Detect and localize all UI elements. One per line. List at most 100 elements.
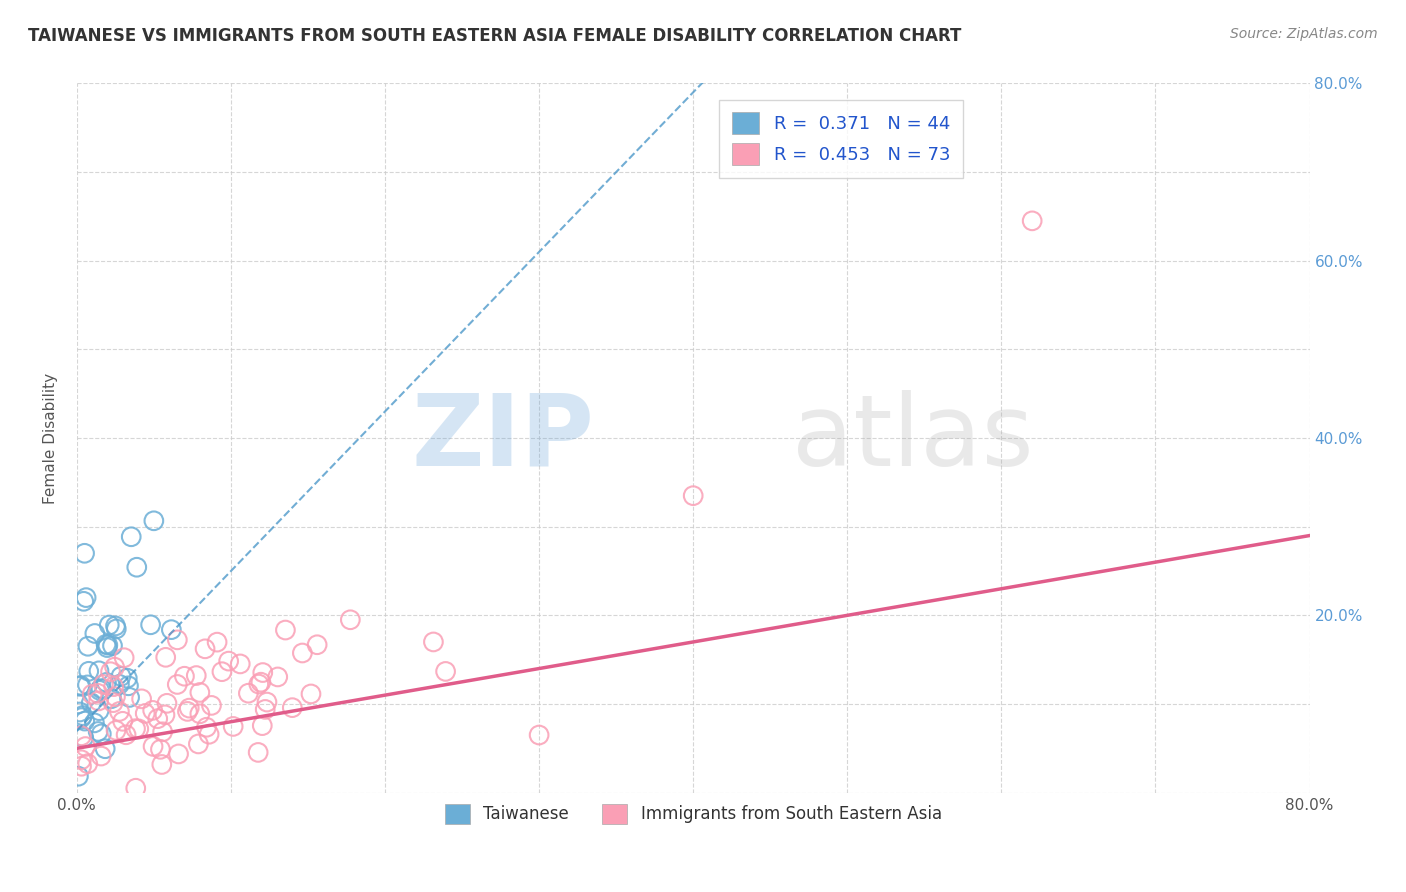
Point — [527, 728, 550, 742]
Point — [90, 727, 112, 741]
Point — [250, 675, 273, 690]
Point — [153, 707, 176, 722]
Point — [110, 669, 132, 683]
Point — [252, 718, 274, 732]
Point — [100, 691, 122, 706]
Point — [97, 638, 120, 652]
Point — [73, 594, 96, 608]
Point — [238, 686, 260, 700]
Point — [105, 723, 128, 738]
Point — [339, 613, 361, 627]
Point — [167, 747, 190, 761]
Point — [69, 679, 91, 693]
Point — [82, 687, 104, 701]
Point — [142, 514, 165, 528]
Point — [247, 746, 270, 760]
Point — [108, 705, 131, 719]
Point — [98, 618, 121, 632]
Point — [434, 665, 457, 679]
Point — [117, 679, 139, 693]
Point — [156, 696, 179, 710]
Point — [125, 781, 148, 796]
Point — [90, 749, 112, 764]
Point — [104, 619, 127, 633]
Point — [149, 742, 172, 756]
Text: ZIP: ZIP — [412, 390, 595, 486]
Text: TAIWANESE VS IMMIGRANTS FROM SOUTH EASTERN ASIA FEMALE DISABILITY CORRELATION CH: TAIWANESE VS IMMIGRANTS FROM SOUTH EASTE… — [28, 27, 962, 45]
Point — [112, 650, 135, 665]
Point — [87, 704, 110, 718]
Point — [142, 739, 165, 754]
Point — [77, 640, 100, 654]
Point — [115, 728, 138, 742]
Point — [96, 640, 118, 655]
Point — [299, 687, 322, 701]
Point — [73, 731, 96, 745]
Point — [166, 677, 188, 691]
Point — [267, 670, 290, 684]
Point — [155, 650, 177, 665]
Point — [195, 720, 218, 734]
Point — [152, 724, 174, 739]
Point — [103, 680, 125, 694]
Point — [73, 714, 96, 728]
Point — [70, 729, 93, 743]
Point — [307, 638, 329, 652]
Point — [211, 665, 233, 679]
Point — [72, 708, 94, 723]
Point — [67, 769, 90, 783]
Point — [120, 530, 142, 544]
Point — [80, 696, 103, 710]
Point — [150, 757, 173, 772]
Point — [77, 665, 100, 679]
Point — [131, 691, 153, 706]
Point — [101, 696, 124, 710]
Point — [146, 712, 169, 726]
Point — [117, 671, 139, 685]
Point — [281, 700, 304, 714]
Point — [422, 635, 444, 649]
Point — [83, 715, 105, 730]
Point — [218, 654, 240, 668]
Point — [101, 639, 124, 653]
Y-axis label: Female Disability: Female Disability — [44, 373, 58, 504]
Point — [76, 678, 98, 692]
Point — [179, 701, 201, 715]
Point — [69, 678, 91, 692]
Point — [108, 677, 131, 691]
Point — [100, 665, 122, 679]
Point — [188, 685, 211, 699]
Point — [93, 677, 115, 691]
Point — [254, 702, 277, 716]
Point — [104, 690, 127, 704]
Text: atlas: atlas — [792, 390, 1033, 486]
Point — [94, 741, 117, 756]
Point — [67, 697, 90, 711]
Point — [87, 686, 110, 700]
Point — [87, 724, 110, 739]
Point — [87, 694, 110, 708]
Point — [70, 753, 93, 767]
Point — [274, 623, 297, 637]
Point — [76, 756, 98, 771]
Point — [69, 705, 91, 719]
Point — [194, 641, 217, 656]
Point — [111, 714, 134, 729]
Point — [125, 560, 148, 574]
Point — [291, 646, 314, 660]
Point — [104, 660, 127, 674]
Point — [247, 677, 270, 691]
Point — [252, 665, 274, 680]
Point — [256, 695, 278, 709]
Point — [70, 710, 93, 724]
Point — [160, 623, 183, 637]
Point — [75, 739, 97, 754]
Point — [188, 706, 211, 721]
Legend: Taiwanese, Immigrants from South Eastern Asia: Taiwanese, Immigrants from South Eastern… — [434, 794, 952, 834]
Point — [187, 737, 209, 751]
Point — [166, 632, 188, 647]
Point — [94, 637, 117, 651]
Point — [142, 703, 165, 717]
Point — [682, 489, 704, 503]
Point — [176, 705, 198, 719]
